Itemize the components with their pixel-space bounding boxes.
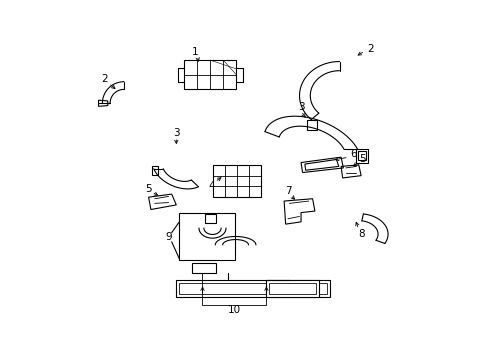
Bar xyxy=(176,280,329,297)
Text: 6: 6 xyxy=(349,149,356,159)
Text: 7: 7 xyxy=(284,186,291,196)
Bar xyxy=(183,60,236,89)
Text: 3: 3 xyxy=(173,128,179,138)
Bar xyxy=(179,283,326,294)
Text: 8: 8 xyxy=(357,229,364,239)
Text: 2: 2 xyxy=(366,44,373,54)
Text: 4: 4 xyxy=(208,181,215,191)
Bar xyxy=(179,213,234,260)
Text: 5: 5 xyxy=(145,184,152,194)
Text: 1: 1 xyxy=(192,48,199,58)
Text: 2: 2 xyxy=(101,75,108,84)
Bar xyxy=(213,165,261,197)
Text: 10: 10 xyxy=(227,305,240,315)
Text: 9: 9 xyxy=(165,232,172,242)
Text: 5: 5 xyxy=(359,154,365,165)
Text: 3: 3 xyxy=(297,102,304,112)
Bar xyxy=(269,283,315,294)
Bar xyxy=(266,280,318,297)
